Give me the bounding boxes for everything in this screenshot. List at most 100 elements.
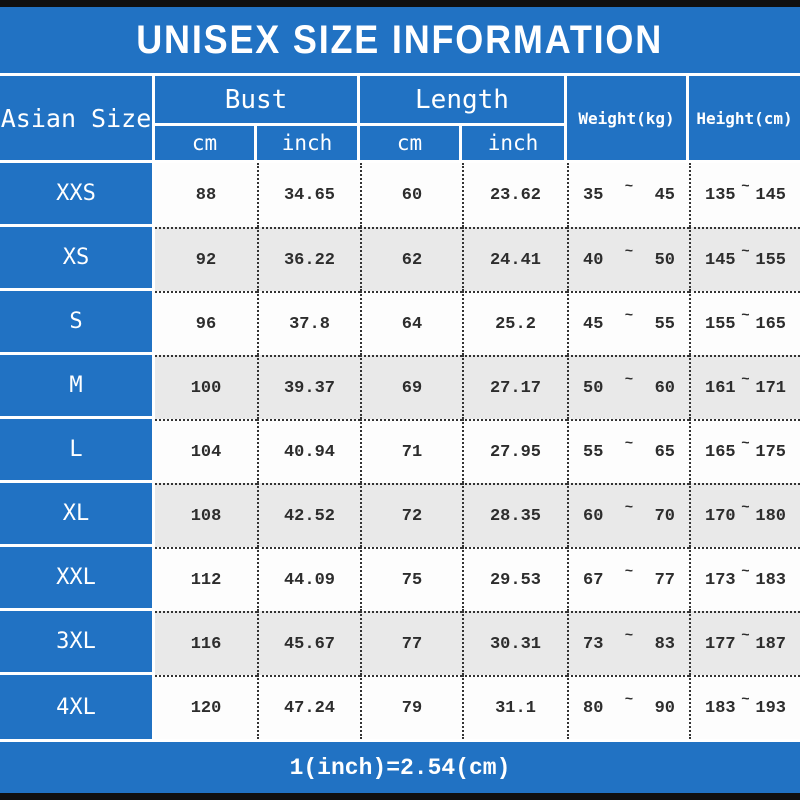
header-bust-inch: inch — [257, 126, 360, 160]
bust-inch-value: 44.09 — [257, 547, 360, 611]
height-range: 173 ~ 183 — [689, 547, 800, 611]
length-inch-value: 25.2 — [462, 291, 567, 355]
height-min: 173 — [705, 570, 736, 590]
height-max: 187 — [755, 634, 786, 654]
weight-min: 50 — [583, 378, 604, 398]
weight-range: 80 ~ 90 — [567, 675, 689, 739]
tilde-symbol: ~ — [624, 628, 634, 644]
header-bust-group: Bust — [155, 76, 360, 126]
page-title: UNISEX SIZE INFORMATION — [136, 17, 664, 62]
size-label: L — [0, 419, 155, 483]
table-row-xs: XS 92 36.22 62 24.41 40 ~ 50 145 ~ 155 — [0, 227, 800, 291]
length-cm-value: 64 — [360, 291, 462, 355]
height-max: 175 — [755, 442, 786, 462]
tilde-symbol: ~ — [741, 628, 750, 644]
height-range: 145 ~ 155 — [689, 227, 800, 291]
height-max: 165 — [755, 314, 786, 334]
weight-min: 45 — [583, 314, 604, 334]
weight-min: 73 — [583, 634, 604, 654]
weight-range: 35 ~ 45 — [567, 163, 689, 227]
bottom-border-bar — [0, 793, 800, 800]
weight-max: 90 — [654, 698, 675, 718]
table-row-xxl: XXL 112 44.09 75 29.53 67 ~ 77 173 ~ 183 — [0, 547, 800, 611]
bust-cm-value: 104 — [155, 419, 257, 483]
tilde-symbol: ~ — [741, 692, 750, 708]
weight-range: 40 ~ 50 — [567, 227, 689, 291]
table-header: Asian Size Bust Length Weight(kg) Height… — [0, 76, 800, 163]
title-band: UNISEX SIZE INFORMATION — [0, 7, 800, 76]
weight-min: 60 — [583, 506, 604, 526]
weight-min: 80 — [583, 698, 604, 718]
bust-cm-value: 92 — [155, 227, 257, 291]
length-cm-value: 75 — [360, 547, 462, 611]
height-range: 170 ~ 180 — [689, 483, 800, 547]
height-max: 145 — [755, 185, 786, 205]
bust-inch-value: 47.24 — [257, 675, 360, 739]
table-row-xxs: XXS 88 34.65 60 23.62 35 ~ 45 135 ~ 145 — [0, 163, 800, 227]
weight-range: 73 ~ 83 — [567, 611, 689, 675]
tilde-symbol: ~ — [741, 244, 750, 260]
size-label: XXS — [0, 163, 155, 227]
length-cm-value: 72 — [360, 483, 462, 547]
weight-min: 67 — [583, 570, 604, 590]
height-min: 183 — [705, 698, 736, 718]
bust-inch-value: 40.94 — [257, 419, 360, 483]
weight-range: 45 ~ 55 — [567, 291, 689, 355]
tilde-symbol: ~ — [741, 436, 750, 452]
weight-min: 35 — [583, 185, 604, 205]
bust-cm-value: 108 — [155, 483, 257, 547]
tilde-symbol: ~ — [624, 372, 634, 388]
size-label: XL — [0, 483, 155, 547]
tilde-symbol: ~ — [741, 564, 750, 580]
height-range: 183 ~ 193 — [689, 675, 800, 739]
height-min: 161 — [705, 378, 736, 398]
weight-max: 77 — [654, 570, 675, 590]
length-cm-value: 79 — [360, 675, 462, 739]
tilde-symbol: ~ — [741, 372, 750, 388]
height-min: 155 — [705, 314, 736, 334]
tilde-symbol: ~ — [624, 564, 634, 580]
conversion-note-band: 1(inch)=2.54(cm) — [0, 739, 800, 793]
tilde-symbol: ~ — [624, 500, 634, 516]
header-weight: Weight(kg) — [567, 76, 689, 160]
height-min: 170 — [705, 506, 736, 526]
tilde-symbol: ~ — [624, 244, 634, 260]
size-label: M — [0, 355, 155, 419]
weight-max: 65 — [654, 442, 675, 462]
table-row-3xl: 3XL 116 45.67 77 30.31 73 ~ 83 177 ~ 187 — [0, 611, 800, 675]
size-label: S — [0, 291, 155, 355]
length-inch-value: 29.53 — [462, 547, 567, 611]
length-cm-value: 62 — [360, 227, 462, 291]
length-cm-value: 71 — [360, 419, 462, 483]
bust-inch-value: 36.22 — [257, 227, 360, 291]
height-min: 145 — [705, 250, 736, 270]
height-max: 155 — [755, 250, 786, 270]
tilde-symbol: ~ — [624, 179, 634, 195]
height-max: 193 — [755, 698, 786, 718]
height-range: 161 ~ 171 — [689, 355, 800, 419]
tilde-symbol: ~ — [624, 692, 634, 708]
header-length-inch: inch — [462, 126, 567, 160]
top-border-bar — [0, 0, 800, 7]
table-body: XXS 88 34.65 60 23.62 35 ~ 45 135 ~ 145 … — [0, 163, 800, 739]
weight-max: 55 — [654, 314, 675, 334]
length-inch-value: 27.95 — [462, 419, 567, 483]
size-label: XS — [0, 227, 155, 291]
length-inch-value: 28.35 — [462, 483, 567, 547]
bust-inch-value: 37.8 — [257, 291, 360, 355]
weight-range: 67 ~ 77 — [567, 547, 689, 611]
length-cm-value: 69 — [360, 355, 462, 419]
length-cm-value: 60 — [360, 163, 462, 227]
weight-range: 55 ~ 65 — [567, 419, 689, 483]
weight-max: 45 — [654, 185, 675, 205]
header-length-cm: cm — [360, 126, 462, 160]
table-row-s: S 96 37.8 64 25.2 45 ~ 55 155 ~ 165 — [0, 291, 800, 355]
table-row-xl: XL 108 42.52 72 28.35 60 ~ 70 170 ~ 180 — [0, 483, 800, 547]
tilde-symbol: ~ — [624, 436, 634, 452]
weight-range: 60 ~ 70 — [567, 483, 689, 547]
length-inch-value: 30.31 — [462, 611, 567, 675]
tilde-symbol: ~ — [741, 179, 750, 195]
header-bust-cm: cm — [155, 126, 257, 160]
length-inch-value: 27.17 — [462, 355, 567, 419]
height-range: 135 ~ 145 — [689, 163, 800, 227]
